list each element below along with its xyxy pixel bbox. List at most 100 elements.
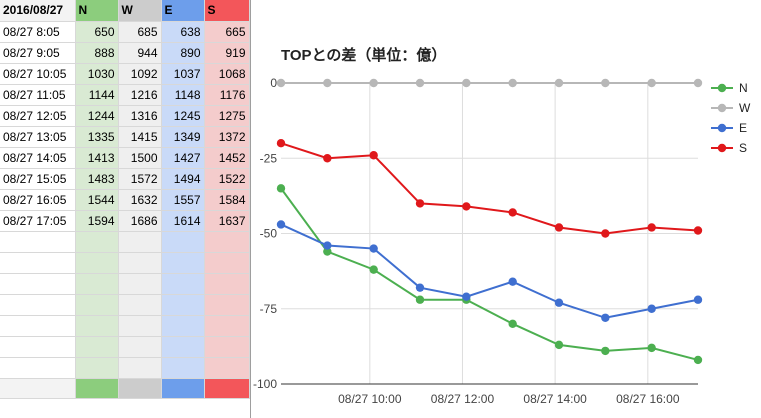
legend-item-s[interactable]: S	[711, 141, 747, 155]
cell-e[interactable]: 638	[161, 21, 205, 43]
data-point-s[interactable]	[415, 199, 425, 208]
empty-cell[interactable]	[0, 336, 76, 358]
cell-e[interactable]: 1148	[161, 84, 205, 106]
data-point-e[interactable]	[693, 295, 703, 304]
data-point-s[interactable]	[323, 154, 332, 163]
empty-cell[interactable]	[161, 357, 205, 379]
empty-cell[interactable]	[161, 252, 205, 274]
cell-n[interactable]: 1594	[75, 210, 119, 232]
legend-item-w[interactable]: W	[711, 101, 751, 115]
data-point-e[interactable]	[323, 241, 332, 250]
empty-cell[interactable]	[118, 273, 162, 295]
data-point-e[interactable]	[554, 298, 564, 307]
cell-s[interactable]: 665	[204, 21, 250, 43]
cell-e[interactable]: 1557	[161, 189, 205, 211]
empty-cell[interactable]	[204, 357, 250, 379]
cell-w[interactable]: 1500	[118, 147, 162, 169]
cell-time[interactable]: 08/27 15:05	[0, 168, 76, 190]
empty-cell[interactable]	[0, 273, 76, 295]
empty-cell[interactable]	[75, 336, 119, 358]
cell-e[interactable]: 1037	[161, 63, 205, 85]
cell-n[interactable]: 1144	[75, 84, 119, 106]
data-point-w[interactable]	[554, 78, 564, 88]
cell-w[interactable]: 685	[118, 21, 162, 43]
cell-time[interactable]: 08/27 10:05	[0, 63, 76, 85]
empty-cell[interactable]	[75, 231, 119, 253]
cell-w[interactable]: 1686	[118, 210, 162, 232]
empty-cell[interactable]	[75, 252, 119, 274]
empty-cell[interactable]	[75, 294, 119, 316]
empty-cell[interactable]	[204, 252, 250, 274]
data-point-s[interactable]	[508, 208, 517, 217]
cell-e[interactable]: 1614	[161, 210, 205, 232]
cell-s[interactable]: 1522	[204, 168, 250, 190]
empty-cell[interactable]	[0, 294, 76, 316]
data-point-s[interactable]	[693, 226, 703, 235]
legend-item-e[interactable]: E	[711, 121, 747, 135]
cell-e[interactable]: 890	[161, 42, 205, 64]
cell-w[interactable]: 1092	[118, 63, 162, 85]
legend-item-n[interactable]: N	[711, 81, 748, 95]
empty-cell[interactable]	[75, 357, 119, 379]
empty-cell[interactable]	[118, 336, 162, 358]
empty-cell[interactable]	[161, 294, 205, 316]
cell-w[interactable]: 1316	[118, 105, 162, 127]
data-point-e[interactable]	[415, 283, 425, 292]
cell-s[interactable]: 1584	[204, 189, 250, 211]
cell-time[interactable]: 08/27 9:05	[0, 42, 76, 64]
empty-cell[interactable]	[75, 273, 119, 295]
cell-s[interactable]: 1452	[204, 147, 250, 169]
cell-n[interactable]: 650	[75, 21, 119, 43]
cell-e[interactable]: 1245	[161, 105, 205, 127]
header-cell-s[interactable]: S	[204, 0, 250, 22]
data-point-e[interactable]	[369, 244, 378, 253]
data-point-s[interactable]	[554, 223, 564, 232]
data-point-w[interactable]	[508, 78, 517, 88]
data-point-n[interactable]	[601, 346, 610, 356]
header-cell-w[interactable]: W	[118, 0, 162, 22]
cell-time[interactable]: 08/27 16:05	[0, 189, 76, 211]
empty-cell[interactable]	[0, 231, 76, 253]
empty-cell[interactable]	[161, 336, 205, 358]
empty-cell[interactable]	[118, 315, 162, 337]
data-point-s[interactable]	[647, 223, 656, 232]
data-point-w[interactable]	[415, 78, 425, 88]
empty-cell[interactable]	[0, 315, 76, 337]
cell-s[interactable]: 1068	[204, 63, 250, 85]
cell-w[interactable]: 1415	[118, 126, 162, 148]
header-cell-e[interactable]: E	[161, 0, 205, 22]
data-point-n[interactable]	[693, 355, 703, 365]
empty-cell[interactable]	[161, 273, 205, 295]
data-point-n[interactable]	[369, 265, 378, 274]
empty-cell[interactable]	[204, 336, 250, 358]
empty-cell[interactable]	[161, 231, 205, 253]
data-point-e[interactable]	[601, 313, 610, 322]
cell-w[interactable]: 1216	[118, 84, 162, 106]
cell-time[interactable]: 08/27 14:05	[0, 147, 76, 169]
cell-e[interactable]: 1349	[161, 126, 205, 148]
cell-e[interactable]: 1494	[161, 168, 205, 190]
cell-n[interactable]: 1483	[75, 168, 119, 190]
data-point-w[interactable]	[647, 78, 656, 88]
data-point-w[interactable]	[693, 78, 703, 88]
empty-cell[interactable]	[0, 357, 76, 379]
data-point-e[interactable]	[276, 220, 286, 229]
empty-cell[interactable]	[118, 231, 162, 253]
header-cell-n[interactable]: N	[75, 0, 119, 22]
cell-n[interactable]: 1244	[75, 105, 119, 127]
data-point-n[interactable]	[415, 295, 425, 304]
cell-time[interactable]: 08/27 13:05	[0, 126, 76, 148]
cell-s[interactable]: 1275	[204, 105, 250, 127]
data-point-s[interactable]	[462, 202, 471, 211]
cell-e[interactable]: 1427	[161, 147, 205, 169]
cell-time[interactable]: 08/27 11:05	[0, 84, 76, 106]
data-point-n[interactable]	[508, 319, 517, 328]
data-point-w[interactable]	[601, 78, 610, 88]
data-point-s[interactable]	[601, 229, 610, 238]
cell-time[interactable]: 08/27 12:05	[0, 105, 76, 127]
data-point-w[interactable]	[462, 78, 471, 88]
empty-cell[interactable]	[118, 252, 162, 274]
cell-s[interactable]: 1637	[204, 210, 250, 232]
cell-time[interactable]: 08/27 8:05	[0, 21, 76, 43]
data-point-e[interactable]	[647, 304, 656, 313]
